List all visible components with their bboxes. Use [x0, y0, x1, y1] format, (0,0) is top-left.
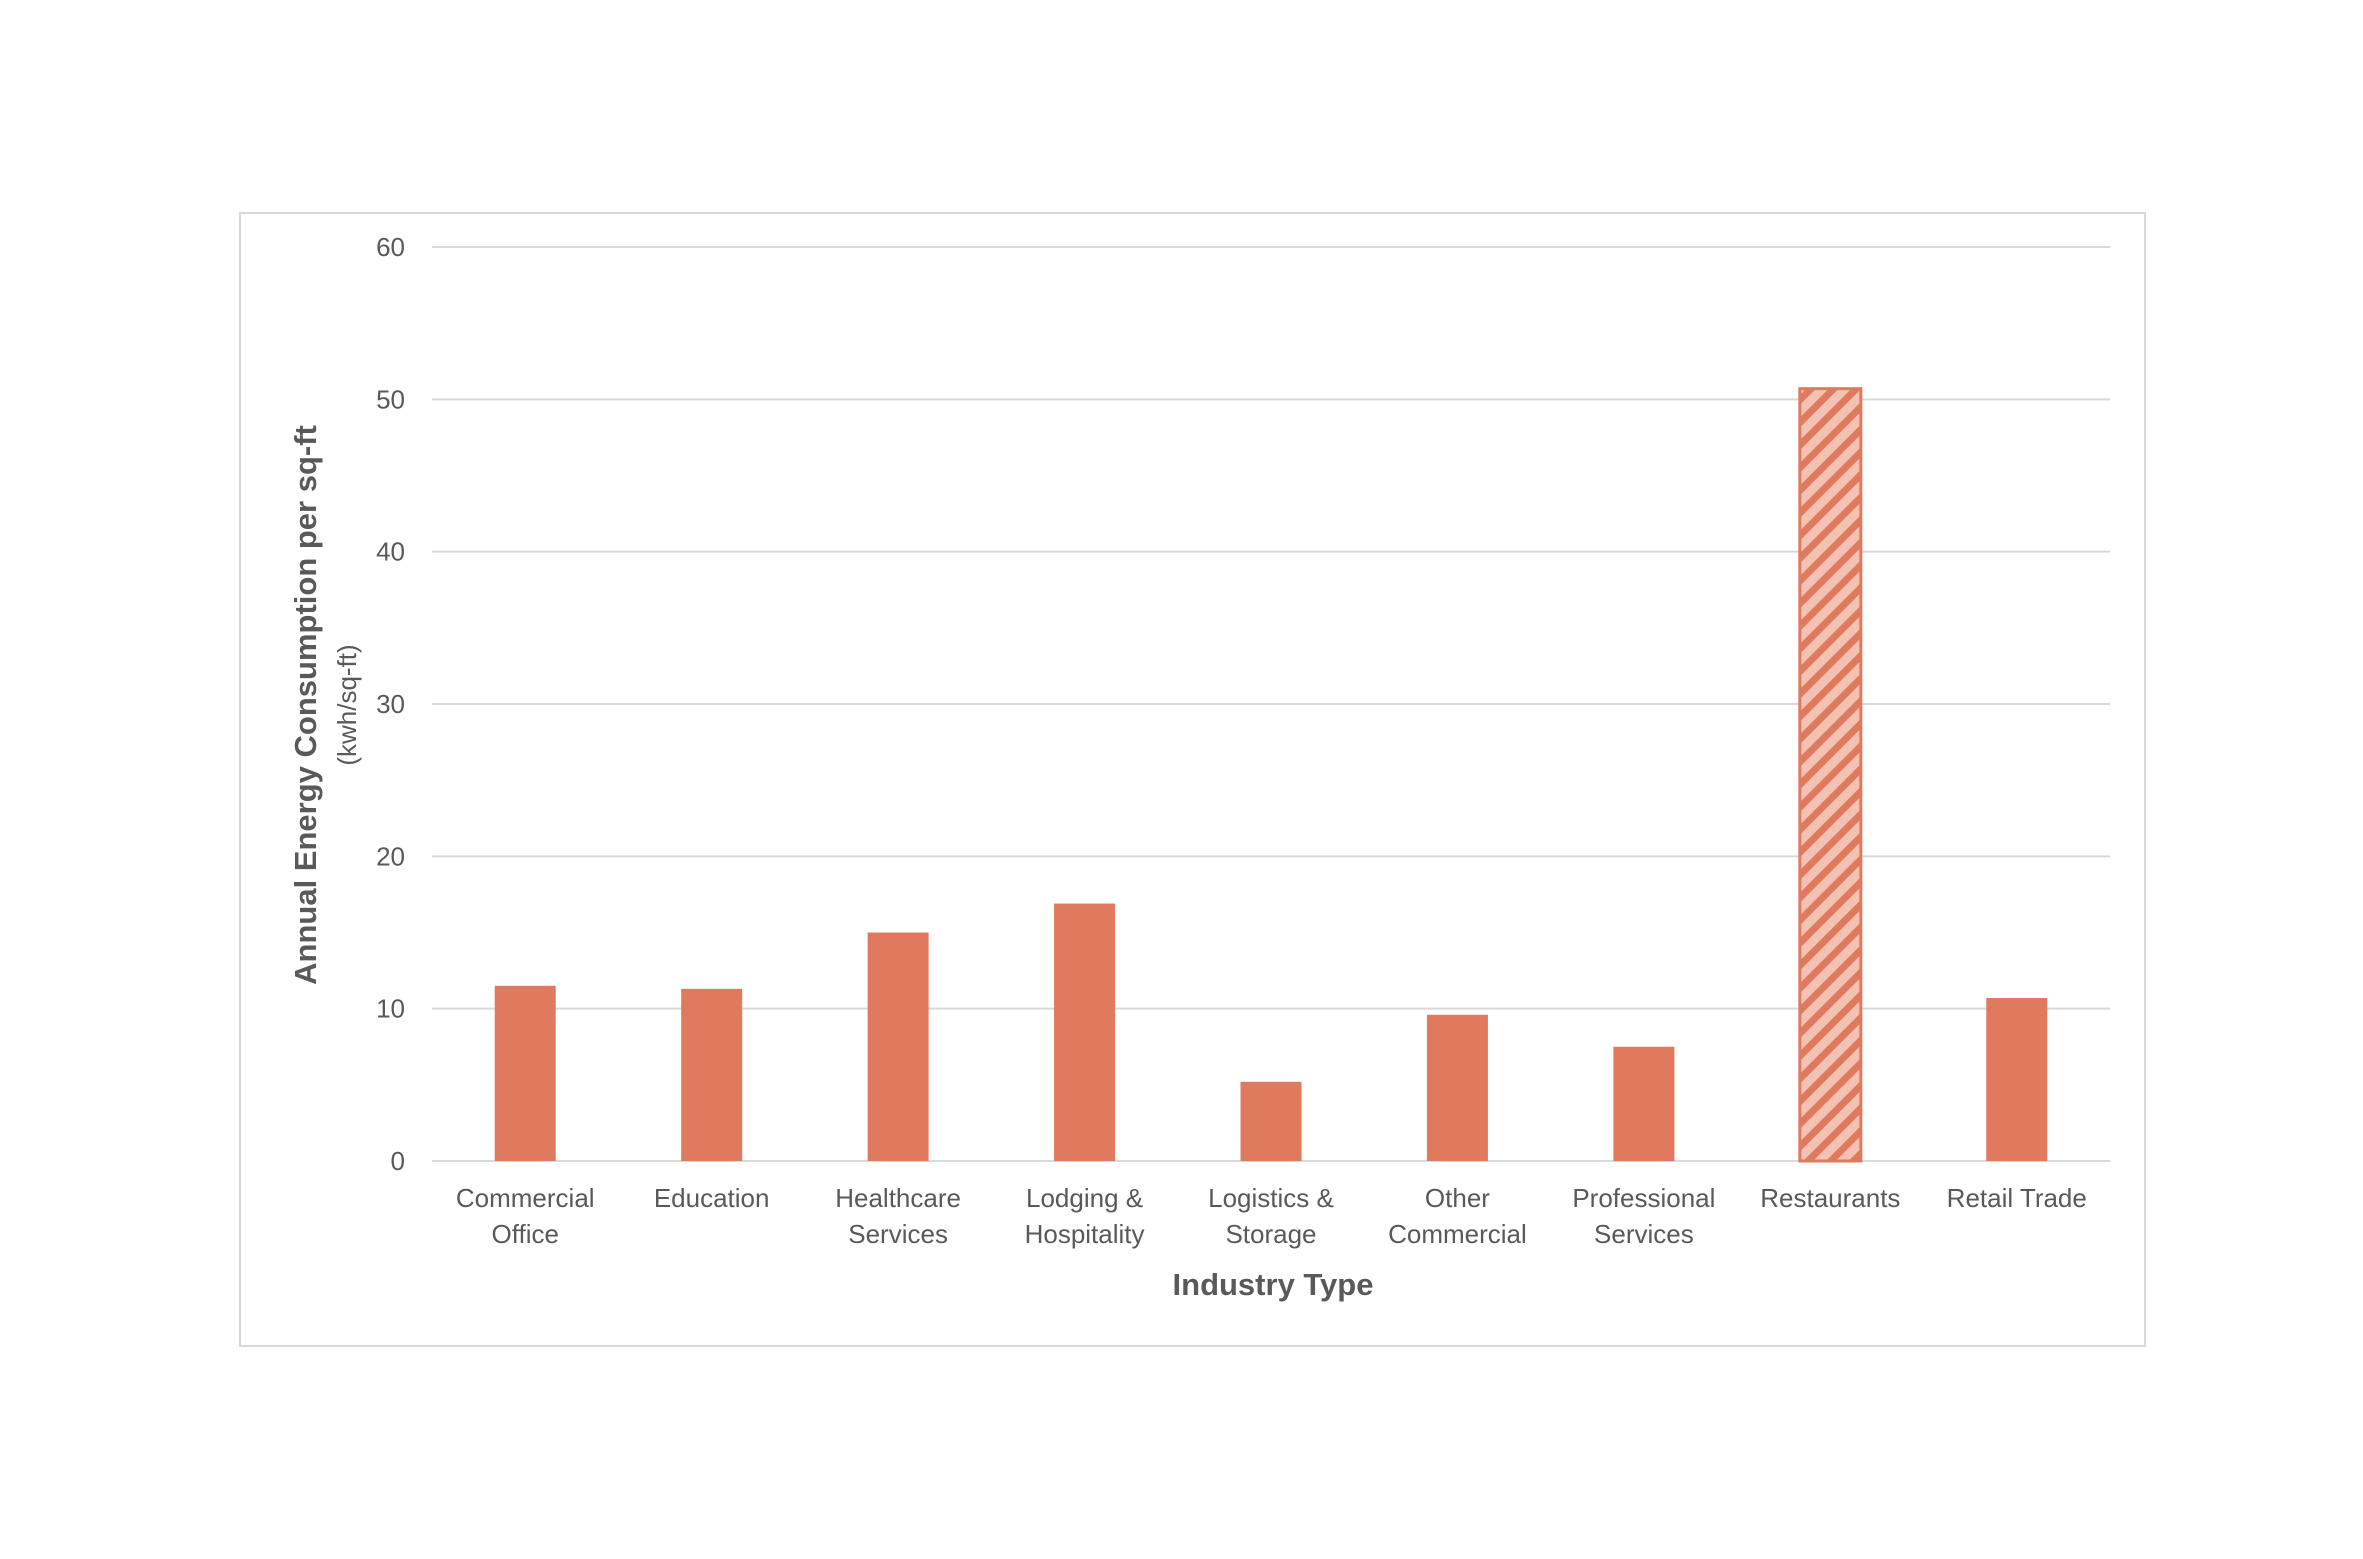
x-category-label: Professional Services — [1572, 1183, 1715, 1249]
y-axis-ticks: 0 10 20 30 40 50 60 — [376, 232, 405, 1176]
bar-commercial-office — [494, 985, 556, 1161]
y-axis-title: Annual Energy Consumption per sq-ft — [288, 425, 323, 985]
bar-education — [681, 988, 743, 1161]
bar-lodging-hospitality — [1054, 903, 1116, 1161]
x-category-label: Restaurants — [1760, 1183, 1900, 1213]
x-category-label: Retail Trade — [1947, 1183, 2087, 1213]
bar-other-commercial — [1426, 1014, 1488, 1161]
y-tick-label: 40 — [376, 537, 405, 567]
x-axis-categories: Commercial Office Education Healthcare Servi… — [456, 1183, 2087, 1249]
y-tick-label: 10 — [376, 994, 405, 1024]
x-category-label: Education — [654, 1183, 770, 1213]
x-category-label: Other Commercial — [1388, 1183, 1527, 1249]
bar-healthcare-services — [867, 932, 929, 1161]
x-category-label: Logistics & Storage — [1208, 1183, 1334, 1249]
bar-professional-services — [1613, 1046, 1675, 1161]
bars — [494, 387, 2048, 1163]
y-tick-label: 0 — [391, 1146, 405, 1176]
x-category-label: Healthcare Services — [835, 1183, 961, 1249]
y-tick-label: 30 — [376, 689, 405, 719]
y-tick-label: 50 — [376, 384, 405, 414]
y-tick-label: 20 — [376, 841, 405, 871]
bar-logistics-storage — [1240, 1081, 1302, 1161]
bar-retail-trade — [1986, 998, 2048, 1161]
y-tick-label: 60 — [376, 232, 405, 262]
bar-restaurants — [1798, 387, 1863, 1163]
x-category-label: Commercial Office — [456, 1183, 595, 1249]
x-axis-title: Industry Type — [1173, 1267, 1374, 1302]
y-axis-unit: (kwh/sq-ft) — [332, 644, 362, 765]
x-category-label: Lodging & Hospitality — [1025, 1183, 1145, 1249]
